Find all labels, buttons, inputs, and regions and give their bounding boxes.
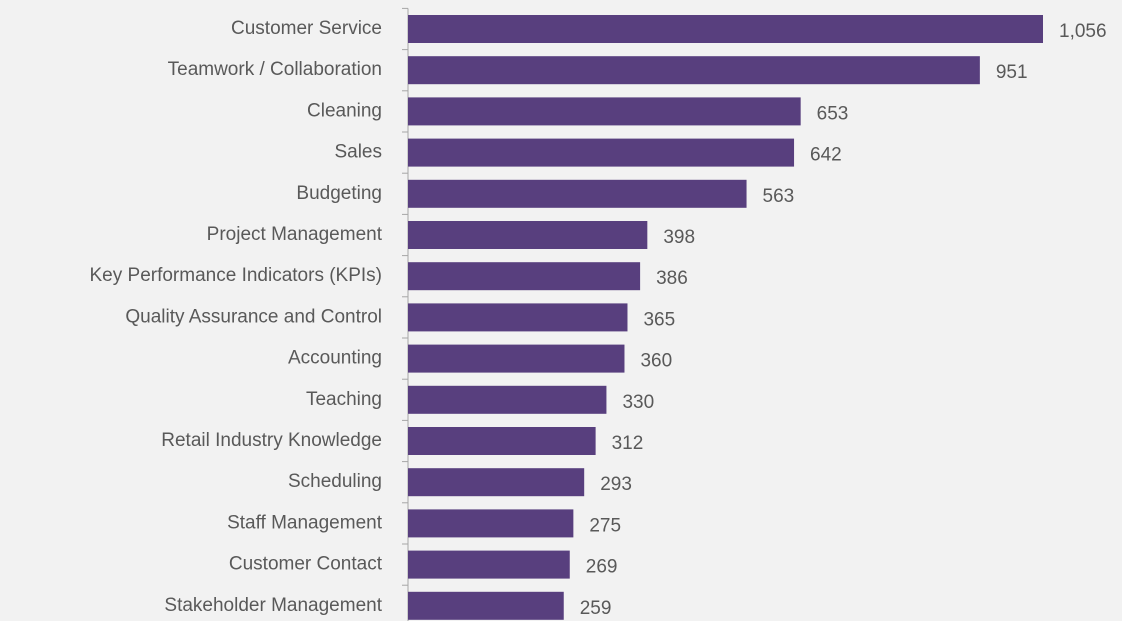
value-label: 398 <box>663 227 695 248</box>
bar <box>408 15 1043 43</box>
value-label: 365 <box>643 309 675 330</box>
category-label: Sales <box>334 142 382 163</box>
bar <box>408 344 625 373</box>
bar <box>408 591 564 620</box>
value-label: 1,056 <box>1059 21 1107 42</box>
bar <box>408 262 641 291</box>
category-label: Staff Management <box>227 512 383 533</box>
value-label: 259 <box>580 598 612 619</box>
value-label: 275 <box>589 515 621 536</box>
bar <box>408 468 585 497</box>
category-label: Retail Industry Knowledge <box>161 430 382 451</box>
bar <box>408 179 747 208</box>
value-label: 563 <box>763 186 795 207</box>
category-label: Cleaning <box>307 100 382 121</box>
value-label: 653 <box>817 103 849 124</box>
bar <box>408 303 628 332</box>
value-label: 386 <box>656 268 688 289</box>
category-label: Customer Service <box>231 18 382 39</box>
value-label: 312 <box>612 433 644 454</box>
value-label: 360 <box>640 351 672 372</box>
category-label: Teaching <box>306 389 382 410</box>
category-label: Scheduling <box>288 471 382 492</box>
category-label: Teamwork / Collaboration <box>168 59 382 80</box>
bar <box>408 385 607 414</box>
category-label: Stakeholder Management <box>164 595 382 616</box>
value-label: 269 <box>586 557 618 578</box>
bar <box>408 56 980 85</box>
category-label: Accounting <box>288 348 382 369</box>
category-label: Customer Contact <box>229 554 383 575</box>
bar <box>408 550 570 579</box>
value-label: 330 <box>622 392 654 413</box>
bar <box>408 97 801 126</box>
category-label: Budgeting <box>296 183 382 204</box>
category-label: Project Management <box>207 224 383 245</box>
value-label: 951 <box>996 62 1028 83</box>
category-label: Key Performance Indicators (KPIs) <box>90 265 383 286</box>
bar <box>408 138 795 167</box>
value-label: 642 <box>810 145 842 166</box>
bar <box>408 427 596 455</box>
bar <box>408 509 574 538</box>
value-label: 293 <box>600 474 632 495</box>
bar <box>408 221 648 249</box>
category-label: Quality Assurance and Control <box>125 306 382 327</box>
